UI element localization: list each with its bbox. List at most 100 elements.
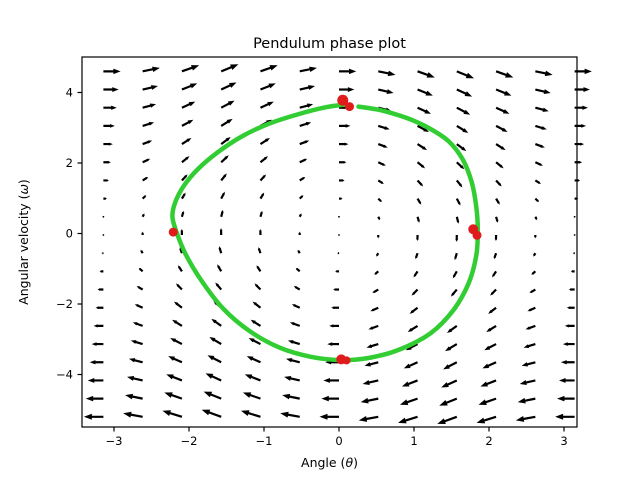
quiver-arrow — [220, 173, 227, 182]
quiver-arrow — [299, 140, 310, 146]
quiver-arrow — [527, 306, 536, 312]
quiver-arrow — [141, 231, 144, 236]
quiver-arrow — [103, 87, 119, 92]
quiver-arrow — [201, 409, 222, 418]
quiver-arrow — [336, 252, 340, 255]
quiver-arrow — [203, 391, 222, 400]
y-axis-label: Angular velocity (ω) — [16, 179, 31, 305]
quiver-arrow — [250, 319, 262, 327]
quiver-arrow — [299, 66, 317, 73]
x-tick-label: 3 — [560, 434, 567, 448]
quiver-arrow — [220, 118, 233, 127]
quiver-arrow — [495, 124, 508, 133]
x-tick-label: −1 — [256, 434, 273, 448]
quiver-arrow — [455, 234, 458, 243]
quiver-arrow — [519, 379, 536, 385]
quiver-arrow — [534, 179, 541, 185]
quiver-arrow — [125, 393, 143, 400]
quiver-arrow — [495, 143, 506, 151]
quiver-arrow — [339, 161, 347, 164]
quiver-arrow — [181, 174, 188, 182]
quiver-arrow — [377, 179, 384, 185]
quiver-arrow — [455, 216, 460, 224]
quiver-arrow — [181, 137, 192, 146]
quiver-arrow — [141, 195, 147, 200]
quiver-arrow — [220, 137, 231, 145]
quiver-arrow — [377, 216, 381, 221]
quiver-arrow — [289, 322, 301, 327]
quiver-arrow — [142, 66, 160, 73]
quiver-arrow — [494, 234, 498, 242]
quiver-arrow — [377, 143, 388, 148]
quiver-arrow — [495, 179, 502, 187]
quiver-arrow — [220, 64, 239, 73]
state-marker — [342, 356, 351, 365]
quiver-arrow — [127, 375, 143, 382]
quiver-arrow — [455, 198, 461, 206]
quiver-arrow — [99, 270, 104, 273]
quiver-arrow — [495, 88, 512, 96]
quiver-arrow — [138, 267, 144, 273]
quiver-arrow — [319, 413, 340, 420]
quiver-arrow — [534, 234, 537, 239]
quiver-arrow — [416, 198, 422, 205]
quiver-arrow — [495, 198, 500, 205]
quiver-arrow — [495, 161, 504, 169]
quiver-arrow — [534, 161, 543, 166]
quiver-arrow — [377, 124, 390, 130]
quiver-arrow — [574, 161, 583, 164]
quiver-arrow — [103, 105, 117, 110]
quiver-arrow — [439, 397, 458, 406]
quiver-arrow — [339, 87, 355, 92]
quiver-arrow — [531, 270, 537, 275]
quiver-arrow — [495, 70, 514, 78]
quiver-arrow — [85, 395, 104, 402]
quiver-arrow — [414, 252, 419, 260]
quiver-arrow — [529, 288, 536, 294]
quiver-arrow — [299, 103, 314, 109]
quiver-arrow — [299, 158, 308, 164]
quiver-arrow — [260, 65, 278, 73]
quiver-arrow — [215, 282, 223, 291]
quiver-arrow — [525, 324, 536, 330]
quiver-arrow — [492, 270, 498, 278]
quiver-arrow — [298, 231, 301, 236]
quiver-arrow — [558, 377, 575, 383]
quiver-arrow — [242, 392, 261, 400]
y-tick-label: 4 — [66, 85, 73, 99]
quiver-arrow — [480, 379, 497, 387]
quiver-arrow — [370, 306, 379, 312]
trajectory-line — [170, 102, 481, 363]
quiver-arrow — [217, 264, 223, 272]
quiver-arrow — [142, 122, 155, 127]
quiver-arrow — [339, 197, 343, 200]
quiver-arrow — [103, 197, 108, 200]
quiver-arrow — [416, 161, 426, 169]
quiver-arrow — [535, 70, 553, 77]
quiver-arrow — [360, 397, 379, 404]
quiver-arrow — [142, 85, 158, 91]
quiver-arrow — [103, 124, 115, 128]
quiver-arrow — [416, 179, 424, 187]
quiver-arrow — [417, 124, 429, 133]
quiver-arrow — [338, 215, 340, 218]
x-axis-label: Angle (θ) — [301, 455, 358, 470]
quiver-arrow — [573, 215, 576, 218]
quiver-arrow — [378, 88, 394, 94]
quiver-arrow — [564, 324, 575, 328]
quiver-arrow — [409, 306, 419, 314]
quiver-arrow — [134, 304, 144, 309]
quiver-arrow — [280, 411, 300, 418]
quiver-arrow — [248, 337, 261, 346]
quiver-arrow — [534, 143, 545, 148]
quiver-arrow — [417, 106, 431, 114]
quiver-arrow — [175, 283, 183, 291]
quiver-arrow — [333, 288, 340, 291]
quiver-arrow — [83, 413, 104, 420]
quiver-arrow — [164, 392, 183, 400]
quiver-arrow — [375, 252, 380, 257]
x-tick-label: 0 — [335, 434, 342, 448]
quiver-arrow — [452, 270, 458, 279]
state-markers — [168, 94, 482, 365]
